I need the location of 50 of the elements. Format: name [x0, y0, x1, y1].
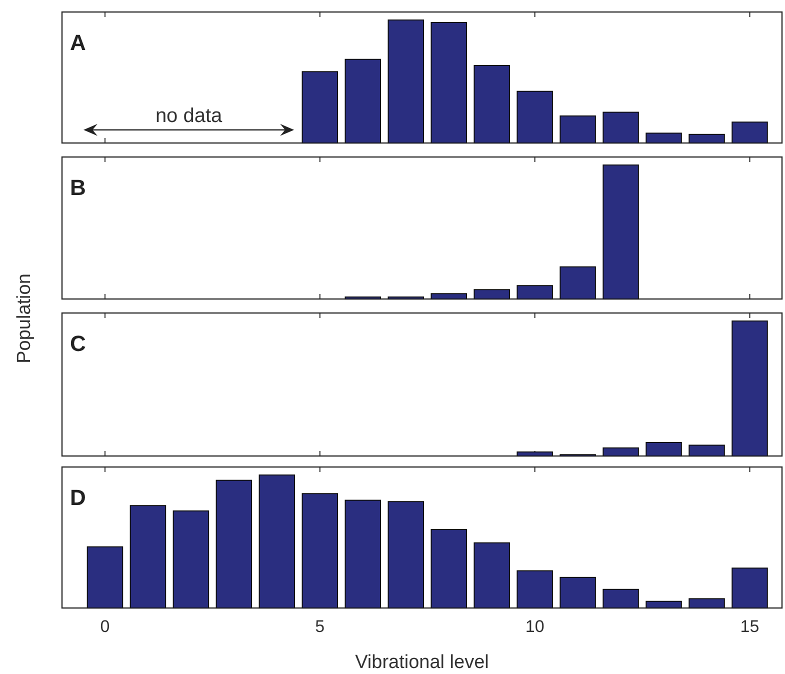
x-tick-label: 15: [740, 617, 760, 636]
x-tick-label: 5: [315, 617, 325, 636]
bar: [688, 134, 725, 144]
bar: [516, 570, 553, 608]
y-axis-title: Population: [14, 274, 35, 364]
bar: [302, 71, 338, 144]
bar: [388, 20, 424, 144]
bar: [688, 444, 725, 456]
bar: [172, 510, 210, 608]
bar: [602, 588, 639, 608]
bar: [344, 296, 382, 300]
bar: [474, 65, 510, 144]
bar: [560, 266, 596, 300]
bar: [646, 132, 682, 144]
bar: [732, 320, 768, 456]
bar: [430, 529, 467, 608]
bar: [302, 493, 338, 608]
bar: [344, 58, 382, 144]
bar: [602, 447, 639, 456]
bar: [86, 546, 124, 608]
annotation: no data: [155, 104, 224, 127]
bar: [688, 598, 725, 608]
x-tick-label: 10: [525, 617, 544, 636]
bar: [602, 112, 639, 144]
x-axis-title: Vibrational level: [355, 652, 489, 673]
text: C: [70, 331, 86, 356]
bar: [646, 442, 682, 456]
bar: [560, 576, 596, 608]
bar: [602, 164, 639, 300]
bar: [388, 296, 424, 300]
bar: [430, 293, 467, 300]
bar: [516, 90, 553, 144]
x-tick-label: 0: [100, 617, 110, 636]
bar: [516, 285, 553, 300]
bar: [388, 501, 424, 608]
bar: [646, 600, 682, 608]
text: D: [70, 485, 86, 510]
bar: [732, 568, 768, 608]
bar: [258, 474, 296, 608]
text: B: [70, 175, 86, 200]
bar: [560, 115, 596, 144]
bar: [430, 22, 467, 144]
text: A: [70, 30, 86, 55]
bar: [344, 500, 382, 608]
bar: [474, 289, 510, 300]
bar: [130, 505, 166, 608]
bar: [216, 480, 252, 608]
bar: [732, 122, 768, 144]
bar: [516, 451, 553, 456]
bar: [474, 542, 510, 608]
